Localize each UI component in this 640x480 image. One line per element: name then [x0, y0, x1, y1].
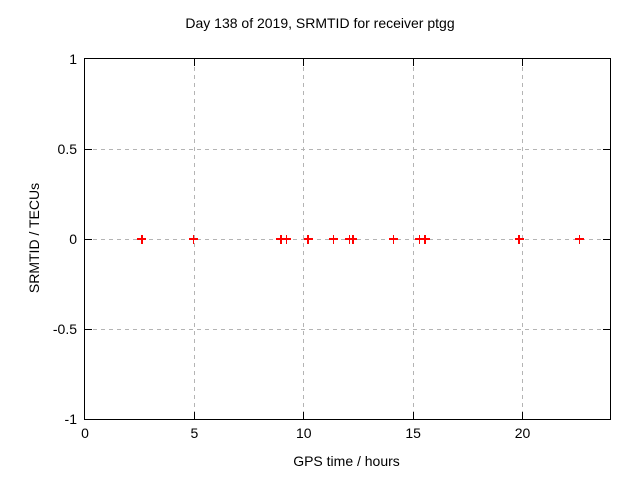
- x-tick-top: [303, 59, 305, 66]
- data-point-marker: [281, 234, 291, 244]
- x-tick-top: [193, 59, 195, 66]
- gridline-y: [85, 148, 610, 150]
- data-point-marker: [420, 234, 430, 244]
- data-point-marker: [303, 234, 313, 244]
- y-tick-left: [85, 328, 92, 330]
- data-point-marker: [276, 234, 286, 244]
- x-tick-label: 10: [295, 425, 312, 441]
- x-tick-top: [522, 59, 523, 66]
- y-tick-right: [603, 148, 610, 150]
- x-tick-bottom: [412, 412, 414, 419]
- y-tick-right: [603, 238, 610, 240]
- y-tick-right: [603, 328, 610, 330]
- data-point-marker: [328, 234, 338, 244]
- data-point-marker: [574, 234, 584, 244]
- x-tick-label: 5: [190, 425, 199, 441]
- data-point-marker: [514, 234, 524, 244]
- x-tick-bottom: [522, 412, 523, 419]
- data-point-marker: [348, 234, 358, 244]
- x-tick-label: 0: [81, 425, 89, 441]
- y-tick-label: -0.5: [52, 321, 77, 337]
- x-tick-bottom: [193, 412, 195, 419]
- x-tick-label: 20: [514, 425, 531, 441]
- y-tick-left: [85, 148, 92, 150]
- x-tick-bottom: [303, 412, 305, 419]
- chart-title: Day 138 of 2019, SRMTID for receiver ptg…: [185, 15, 455, 31]
- data-point-marker: [388, 234, 398, 244]
- x-axis-label: GPS time / hours: [293, 453, 400, 469]
- data-point-marker: [415, 234, 425, 244]
- x-tick-label: 15: [405, 425, 421, 441]
- y-tick-left: [85, 238, 92, 240]
- gridline-y: [85, 328, 610, 330]
- y-tick-label: 0.5: [57, 141, 77, 157]
- data-point-marker: [137, 234, 147, 244]
- y-tick-label: 0: [69, 231, 77, 247]
- plot-area: 0 5 10 15 20 -1 -0.5 0 0.5 1: [53, 51, 611, 441]
- x-tick-top: [412, 59, 414, 66]
- y-tick-label: 1: [69, 51, 77, 67]
- data-point-marker: [188, 234, 198, 244]
- y-tick-label: -1: [64, 411, 77, 427]
